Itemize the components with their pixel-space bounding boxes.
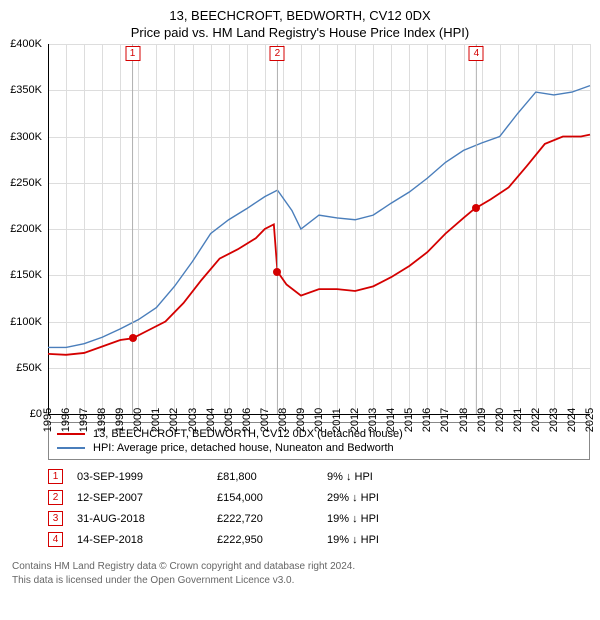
legend-swatch [57,447,85,449]
sale-marker-badge: 4 [469,46,484,61]
chart-svg [48,44,590,414]
sale-row-date: 12-SEP-2007 [77,492,217,504]
sale-row-badge: 4 [48,532,63,547]
footer-line2: This data is licensed under the Open Gov… [12,574,590,588]
sale-row-badge: 3 [48,511,63,526]
plot-region: £0£50K£100K£150K£200K£250K£300K£350K£400… [48,44,590,414]
sale-row-badge: 2 [48,490,63,505]
sales-table: 103-SEP-1999£81,8009% ↓ HPI212-SEP-2007£… [48,466,590,550]
sale-marker-dot [129,334,137,342]
sale-row: 3 31-AUG-2018£222,72019% ↓ HPI [48,508,590,529]
y-axis-label: £250K [10,177,42,189]
series-subject [48,135,590,355]
sale-row: 1 03-SEP-1999£81,8009% ↓ HPI [48,466,590,487]
sale-row-price: £81,800 [217,471,327,483]
title-subtitle: Price paid vs. HM Land Registry's House … [0,25,600,40]
sale-row-diff: 19% ↓ HPI [327,534,437,546]
y-axis-label: £350K [10,84,42,96]
sale-row-price: £222,950 [217,534,327,546]
figure-root: 13, BEECHCROFT, BEDWORTH, CV12 0DX Price… [0,0,600,620]
y-axis-label: £150K [10,269,42,281]
sale-row-diff: 9% ↓ HPI [327,471,437,483]
sale-row-date: 31-AUG-2018 [77,513,217,525]
chart-area: £0£50K£100K£150K£200K£250K£300K£350K£400… [48,44,590,414]
sale-row: 4 14-SEP-2018£222,95019% ↓ HPI [48,529,590,550]
y-axis-label: £200K [10,223,42,235]
sale-row-badge: 1 [48,469,63,484]
legend-label: HPI: Average price, detached house, Nune… [93,442,394,454]
sale-row-price: £222,720 [217,513,327,525]
title-block: 13, BEECHCROFT, BEDWORTH, CV12 0DX Price… [0,0,600,44]
sale-row-date: 14-SEP-2018 [77,534,217,546]
y-axis-label: £100K [10,316,42,328]
sale-marker-badge: 2 [270,46,285,61]
sale-row-diff: 19% ↓ HPI [327,513,437,525]
sale-row-diff: 29% ↓ HPI [327,492,437,504]
sale-marker-dot [273,268,281,276]
title-address: 13, BEECHCROFT, BEDWORTH, CV12 0DX [0,8,600,23]
series-hpi [48,86,590,348]
sale-row: 2 12-SEP-2007£154,00029% ↓ HPI [48,487,590,508]
footer-line1: Contains HM Land Registry data © Crown c… [12,560,590,574]
sale-marker-badge: 1 [125,46,140,61]
sale-row-price: £154,000 [217,492,327,504]
footer-attribution: Contains HM Land Registry data © Crown c… [12,560,590,587]
sale-row-date: 03-SEP-1999 [77,471,217,483]
y-axis-label: £0 [30,408,42,420]
legend-swatch [57,433,85,435]
sale-marker-dot [472,204,480,212]
y-axis-label: £400K [10,38,42,50]
legend-item: HPI: Average price, detached house, Nune… [57,441,581,455]
gridline-vertical [590,44,591,414]
y-axis-label: £300K [10,131,42,143]
y-axis-label: £50K [16,362,42,374]
